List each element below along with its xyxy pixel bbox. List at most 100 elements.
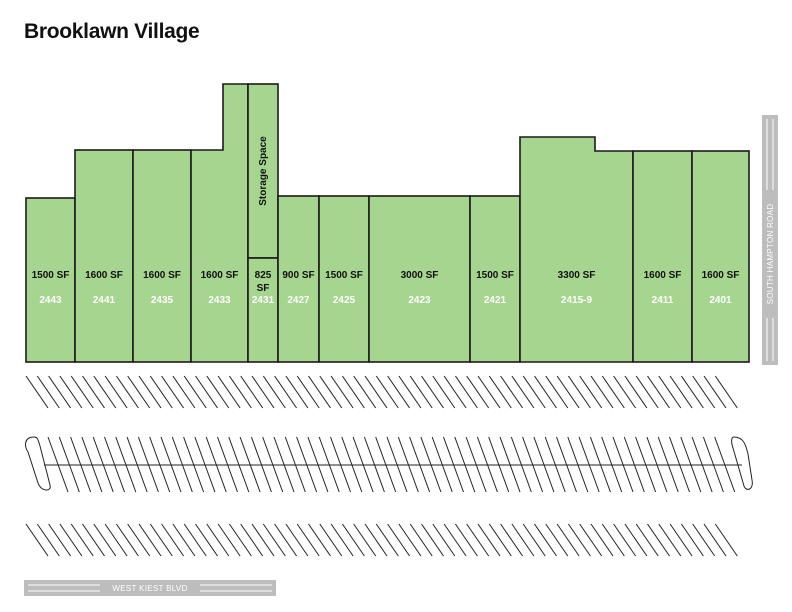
parking-stall-middle-29	[375, 436, 397, 493]
parking-stall-top-8	[115, 375, 139, 409]
unit-2421[interactable]	[469, 195, 521, 363]
parking-stall-middle-30	[386, 436, 408, 493]
parking-stall-middle-14	[205, 436, 227, 493]
parking-stall-middle-20	[273, 436, 295, 493]
parking-stall-top-47	[556, 375, 580, 409]
parking-stall-middle-58	[702, 436, 724, 493]
parking-stall-top-31	[375, 375, 399, 409]
map-title: Brooklawn Village	[24, 20, 200, 43]
unit-2421-number: 2421	[484, 295, 507, 306]
parking-stall-middle-39	[488, 436, 510, 493]
parking-stall-middle-3	[81, 436, 103, 493]
parking-stall-bottom-30	[364, 523, 388, 557]
parking-stall-bottom-28	[341, 523, 365, 557]
parking-stall-bottom-16	[206, 523, 230, 557]
parking-stall-bottom-9	[127, 523, 151, 557]
parking-stall-middle-8	[137, 436, 159, 493]
parking-stall-top-32	[387, 375, 411, 409]
parking-stall-top-52	[613, 375, 637, 409]
parking-stall-bottom-19	[240, 523, 264, 557]
parking-stall-bottom-51	[601, 523, 625, 557]
parking-stall-top-0	[25, 375, 49, 409]
parking-stall-bottom-47	[556, 523, 580, 557]
parking-stall-middle-11	[171, 436, 193, 493]
parking-island-right	[731, 436, 753, 490]
unit-2411-number: 2411	[652, 295, 674, 306]
unit-2435[interactable]	[132, 149, 192, 363]
parking-stall-bottom-20	[251, 523, 275, 557]
unit-2427-sf: 900 SF	[282, 270, 314, 281]
parking-stall-bottom-12	[161, 523, 185, 557]
unit-2431-sf-line1: 825	[255, 270, 272, 281]
parking-stall-bottom-44	[522, 523, 546, 557]
unit-2401[interactable]	[691, 150, 750, 363]
parking-stall-middle-19	[262, 436, 284, 493]
parking-stall-bottom-42	[500, 523, 524, 557]
parking-stall-bottom-29	[353, 523, 377, 557]
parking-stall-bottom-7	[104, 523, 128, 557]
parking-stall-middle-4	[92, 436, 114, 493]
parking-stall-bottom-13	[172, 523, 196, 557]
parking-stall-bottom-24	[296, 523, 320, 557]
parking-stall-top-39	[466, 375, 490, 409]
parking-stall-middle-16	[228, 436, 250, 493]
unit-2425-number: 2425	[333, 295, 356, 306]
parking-stall-top-6	[93, 375, 117, 409]
parking-stall-top-41	[488, 375, 512, 409]
parking-stall-bottom-3	[59, 523, 83, 557]
parking-stall-top-7	[104, 375, 128, 409]
parking-stall-middle-32	[409, 436, 431, 493]
parking-stall-top-14	[183, 375, 207, 409]
parking-stall-top-56	[658, 375, 682, 409]
parking-stall-top-46	[545, 375, 569, 409]
parking-stall-middle-53	[646, 436, 668, 493]
parking-stall-middle-57	[691, 436, 713, 493]
unit-2441-sf: 1600 SF	[85, 270, 123, 281]
parking-stall-bottom-32	[387, 523, 411, 557]
unit-2425[interactable]	[318, 195, 370, 363]
parking-stall-top-27	[330, 375, 354, 409]
parking-stall-middle-26	[341, 436, 363, 493]
unit-2441[interactable]	[74, 149, 134, 363]
parking-stall-middle-36	[454, 436, 476, 493]
parking-stall-bottom-53	[624, 523, 648, 557]
parking-stall-top-37	[443, 375, 467, 409]
parking-stall-bottom-5	[82, 523, 105, 557]
parking-stall-bottom-38	[454, 523, 478, 557]
parking-stall-bottom-36	[432, 523, 456, 557]
parking-stall-bottom-54	[635, 523, 659, 557]
parking-stall-middle-46	[567, 436, 589, 493]
unit-2415-9[interactable]	[519, 136, 634, 363]
parking-stall-middle-43	[533, 436, 555, 493]
parking-stall-bottom-26	[319, 523, 343, 557]
parking-stall-bottom-8	[115, 523, 139, 557]
parking-stall-middle-28	[363, 436, 385, 493]
parking-stall-bottom-35	[421, 523, 444, 557]
parking-stall-top-40	[477, 375, 501, 409]
parking-stall-top-49	[579, 375, 603, 409]
parking-stall-top-30	[364, 375, 388, 409]
parking-stall-top-59	[692, 375, 716, 409]
parking-stall-middle-17	[239, 436, 261, 493]
unit-2441-number: 2441	[93, 295, 116, 306]
unit-2423[interactable]	[368, 195, 471, 363]
unit-2433[interactable]	[190, 83, 249, 363]
parking-stall-bottom-27	[330, 523, 354, 557]
unit-2433-sf: 1600 SF	[201, 270, 239, 281]
parking-stall-middle-55	[669, 436, 690, 493]
parking-stall-top-44	[522, 375, 546, 409]
parking-stall-top-29	[353, 375, 377, 409]
unit-2421-sf: 1500 SF	[476, 270, 514, 281]
parking-stall-bottom-6	[93, 523, 117, 557]
unit-2415-9-sf: 3300 SF	[558, 270, 596, 281]
parking-stall-bottom-37	[443, 523, 467, 557]
parking-stall-top-17	[217, 375, 241, 409]
road-south-hampton-label-bg	[764, 190, 776, 318]
parking-stall-middle-56	[680, 436, 702, 493]
parking-stall-middle-2	[70, 436, 92, 493]
parking-stall-top-3	[59, 375, 83, 409]
parking-stall-top-16	[206, 375, 230, 409]
parking-stall-bottom-11	[149, 523, 173, 557]
unit-2411[interactable]	[632, 150, 693, 363]
parking-stall-top-53	[624, 375, 648, 409]
